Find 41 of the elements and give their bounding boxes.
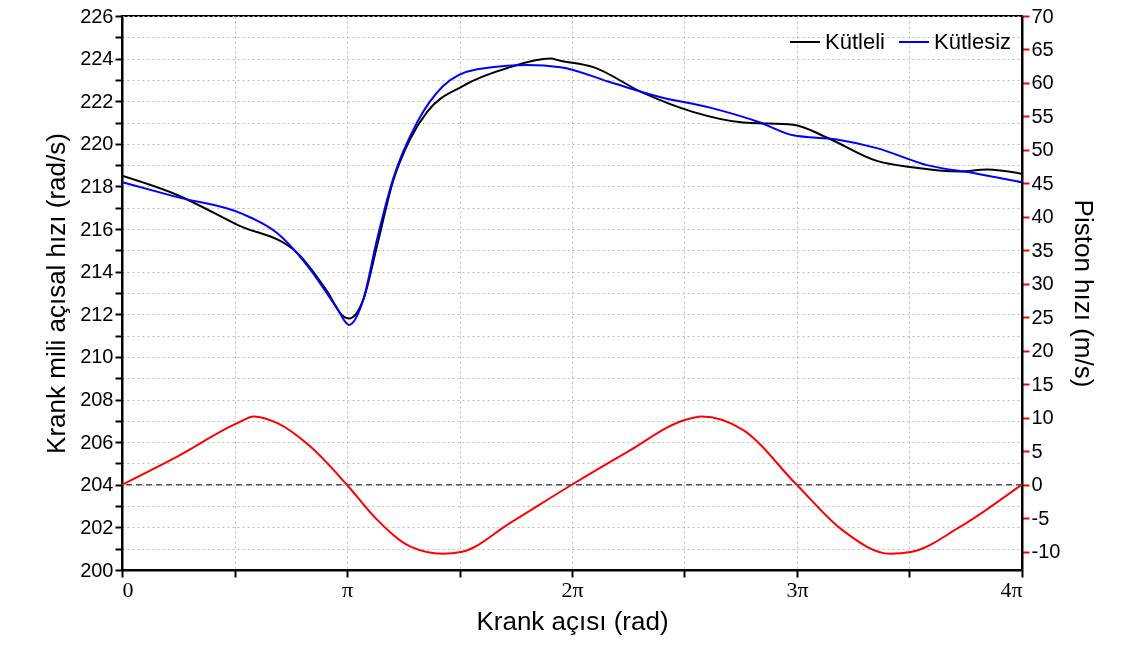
y2-tick-label: 35 [1031, 238, 1054, 261]
x-axis-title: Krank açısı (rad) [476, 605, 669, 636]
x-tick-label: π [341, 576, 354, 602]
y2-tick-label: 65 [1031, 37, 1054, 60]
y2-axis-title: Piston hızı (m/s) [1069, 199, 1100, 388]
y-tick-label: 200 [80, 558, 114, 581]
y2-tick-label: 40 [1031, 205, 1054, 228]
legend-label: Kütleli [825, 29, 885, 54]
y2-tick-label: -10 [1031, 540, 1061, 563]
y-tick-label: 210 [80, 345, 114, 368]
y-axis-title: Krank mili açısal hızı (rad/s) [41, 133, 72, 454]
y-tick-label: 216 [80, 217, 114, 240]
y-tick-label: 222 [80, 89, 114, 112]
y2-tick-label: 50 [1031, 138, 1054, 161]
y2-tick-label: 70 [1031, 4, 1054, 27]
legend-label: Kütlesiz [934, 29, 1012, 54]
y2-tick-label: -5 [1031, 506, 1050, 529]
y2-tick-label: 10 [1031, 406, 1054, 429]
y-tick-label: 204 [80, 473, 114, 496]
x-tick-label: 3π [786, 576, 809, 602]
y-tick-label: 214 [80, 260, 114, 283]
x-tick-label: 2π [561, 576, 584, 602]
x-tick-label: 0 [122, 576, 134, 602]
y-tick-label: 212 [80, 302, 114, 325]
y-tick-label: 202 [80, 515, 114, 538]
y2-tick-label: 30 [1031, 272, 1054, 295]
y2-tick-label: 25 [1031, 305, 1054, 328]
x-tick-label: 4π [1000, 576, 1023, 602]
y-tick-label: 208 [80, 388, 114, 411]
y-tick-label: 206 [80, 430, 114, 453]
y-tick-label: 224 [80, 47, 114, 70]
y2-tick-label: 0 [1031, 473, 1043, 496]
y-tick-label: 218 [80, 174, 114, 197]
y2-tick-label: 60 [1031, 71, 1054, 94]
y2-tick-label: 45 [1031, 171, 1054, 194]
y-tick-label: 220 [80, 132, 114, 155]
y-tick-label: 226 [80, 4, 114, 27]
y2-tick-label: 20 [1031, 339, 1054, 362]
y2-tick-label: 15 [1031, 372, 1054, 395]
y2-tick-label: 5 [1031, 439, 1043, 462]
y2-tick-label: 55 [1031, 104, 1054, 127]
